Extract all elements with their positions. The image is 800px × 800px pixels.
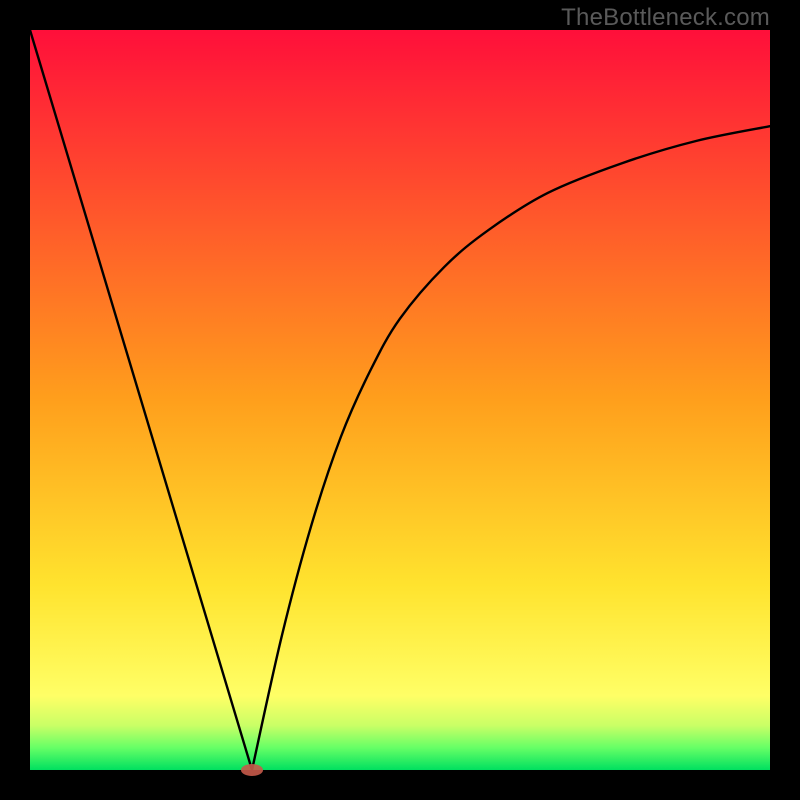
chart-container: TheBottleneck.com	[0, 0, 800, 800]
minimum-marker	[241, 764, 263, 776]
bottleneck-curve	[0, 0, 800, 800]
curve-path	[30, 30, 770, 770]
